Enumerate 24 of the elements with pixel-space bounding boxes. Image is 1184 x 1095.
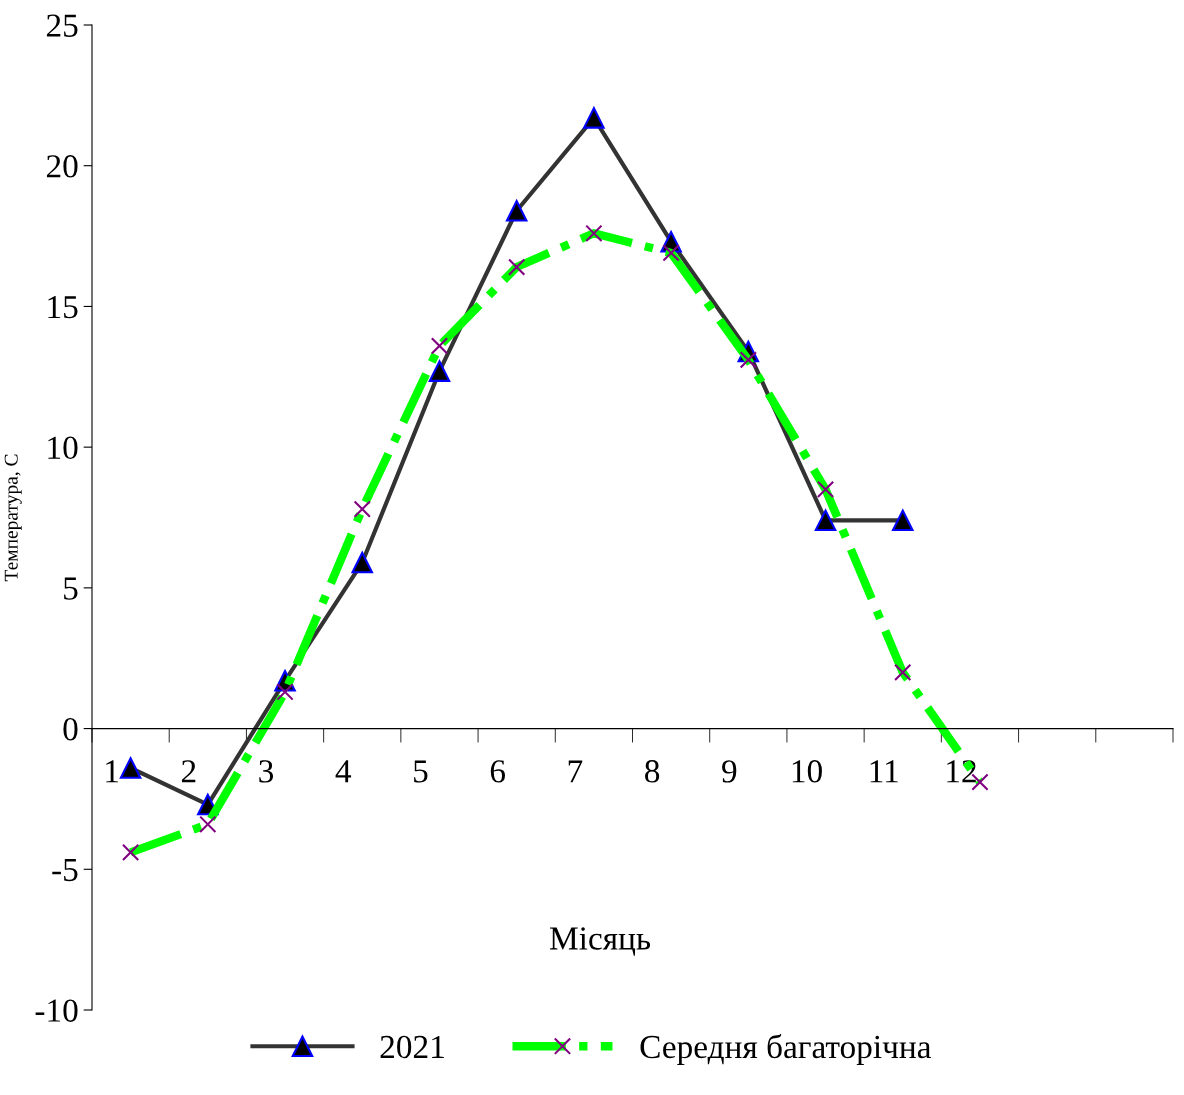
x-tick-label: 7 [568, 760, 583, 783]
y-tick-label: 0 [63, 717, 78, 741]
x-axis-title: Місяць [549, 927, 651, 956]
y-axis-title: Температура, С [4, 454, 22, 582]
x-tick-label: 12 [947, 760, 976, 783]
x-tick-label: 5 [414, 760, 428, 783]
x-tick-label: 2 [181, 760, 196, 783]
y-tick-label: -5 [52, 859, 78, 882]
y-tick-label: 15 [48, 295, 78, 319]
y-tick-label: 20 [46, 155, 78, 178]
x-tick-label: 11 [870, 760, 898, 783]
x-tick-label: 10 [792, 760, 822, 783]
x-tick-label: 6 [490, 760, 506, 783]
x-tick-label: 1 [106, 760, 118, 783]
x-tick-label: 9 [722, 760, 737, 783]
x-tick-label: 4 [335, 760, 352, 783]
y-tick-label: 25 [46, 14, 78, 37]
legend-label: 2021 [380, 1035, 444, 1059]
legend-label: Середня багаторічна [640, 1034, 932, 1065]
x-tick-label: 8 [645, 760, 660, 783]
y-tick-label: -10 [35, 999, 78, 1022]
y-tick-label: 10 [48, 436, 78, 460]
y-tick-label: 5 [64, 577, 78, 600]
x-tick-label: 3 [259, 760, 274, 783]
